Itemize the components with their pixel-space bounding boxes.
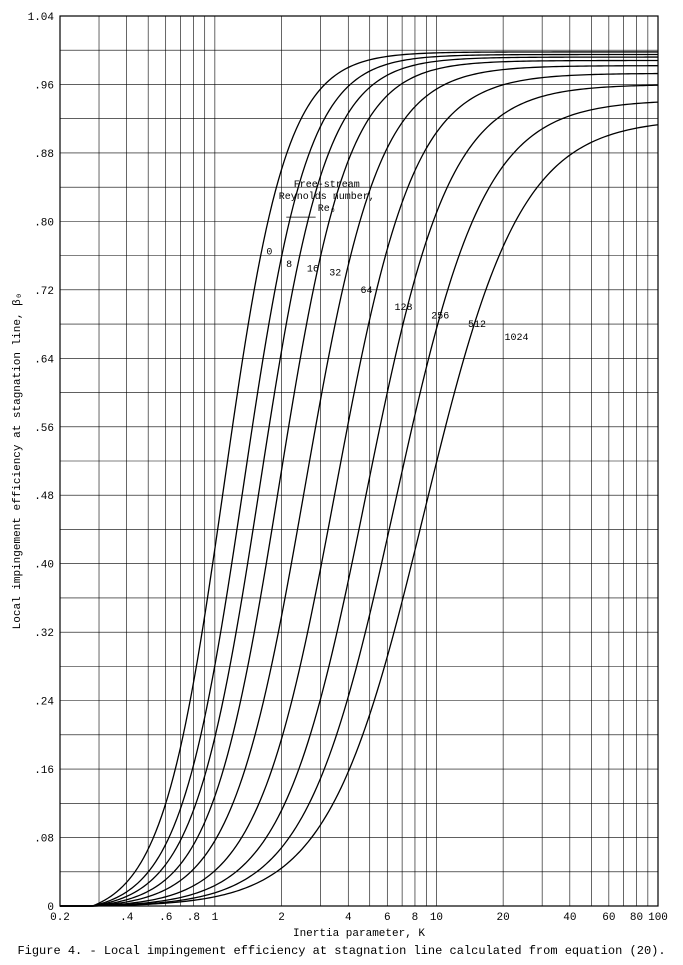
svg-text:1024: 1024 <box>504 333 528 344</box>
svg-text:.4: .4 <box>120 912 134 924</box>
svg-text:.24: .24 <box>34 697 54 709</box>
svg-text:2: 2 <box>278 912 285 924</box>
svg-text:Re₀: Re₀ <box>318 204 336 215</box>
svg-text:1: 1 <box>212 912 219 924</box>
svg-text:.16: .16 <box>34 765 54 777</box>
svg-text:.8: .8 <box>187 912 200 924</box>
svg-text:128: 128 <box>394 303 412 314</box>
svg-text:.56: .56 <box>34 423 54 435</box>
svg-text:512: 512 <box>468 320 486 331</box>
svg-text:.08: .08 <box>34 834 54 846</box>
svg-text:0: 0 <box>47 902 54 914</box>
svg-text:40: 40 <box>563 912 576 924</box>
svg-text:.96: .96 <box>34 80 54 92</box>
svg-text:.40: .40 <box>34 560 54 572</box>
page: 0.2.4.6.81246810204060801000.08.16.24.32… <box>0 0 683 965</box>
svg-text:.64: .64 <box>34 354 54 366</box>
svg-text:6: 6 <box>384 912 391 924</box>
svg-text:Free-stream: Free-stream <box>294 180 360 191</box>
svg-text:100: 100 <box>648 912 668 924</box>
svg-text:1.04: 1.04 <box>28 12 55 24</box>
svg-text:Reynolds number,: Reynolds number, <box>279 191 375 203</box>
svg-text:4: 4 <box>345 912 352 924</box>
svg-text:.6: .6 <box>159 912 172 924</box>
svg-text:0: 0 <box>266 247 272 258</box>
svg-text:.80: .80 <box>34 217 54 229</box>
svg-text:64: 64 <box>360 286 372 297</box>
figure-caption: Figure 4. - Local impingement efficiency… <box>0 944 683 958</box>
svg-text:.88: .88 <box>34 149 54 161</box>
svg-text:.48: .48 <box>34 491 54 503</box>
svg-text:Inertia parameter, K: Inertia parameter, K <box>293 928 425 940</box>
svg-text:Local impingement efficiency a: Local impingement efficiency at stagnati… <box>12 293 24 630</box>
svg-text:60: 60 <box>602 912 615 924</box>
svg-text:.72: .72 <box>34 286 54 298</box>
svg-text:10: 10 <box>430 912 443 924</box>
svg-text:8: 8 <box>412 912 419 924</box>
svg-text:8: 8 <box>286 260 292 271</box>
svg-text:.32: .32 <box>34 628 54 640</box>
chart: 0.2.4.6.81246810204060801000.08.16.24.32… <box>0 0 683 965</box>
svg-text:20: 20 <box>497 912 510 924</box>
svg-text:80: 80 <box>630 912 643 924</box>
svg-text:32: 32 <box>329 269 341 280</box>
